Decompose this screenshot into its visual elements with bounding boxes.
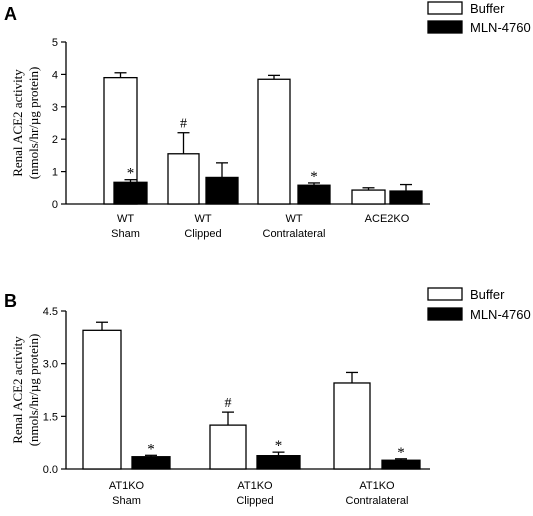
significance-marker: # xyxy=(180,117,187,132)
significance-marker: * xyxy=(147,441,155,457)
bar-mln-4760 xyxy=(297,184,331,205)
y-axis-label: (nmols/hr/µg protein) xyxy=(26,67,41,180)
legend: Buffer MLN-4760 xyxy=(427,287,531,322)
significance-marker: # xyxy=(225,396,232,411)
chart-panel-a: A 0 1 2 3 4 5 Renal ACE2 activity (nmols/hr/µg p… xyxy=(4,1,531,240)
y-tick-label: 3 xyxy=(52,102,58,114)
significance-marker: * xyxy=(275,438,283,454)
legend-label: Buffer xyxy=(470,1,505,16)
bar-mln-4760 xyxy=(205,176,239,205)
y-tick-label: 4.5 xyxy=(43,306,58,318)
legend-swatch-buffer xyxy=(427,1,463,15)
significance-marker: * xyxy=(310,169,318,185)
bar-mln-4760 xyxy=(256,455,301,470)
x-tick-label: ACE2KO xyxy=(365,213,410,225)
x-tick-label: Clipped xyxy=(184,228,221,240)
legend-label: MLN-4760 xyxy=(470,307,531,322)
x-tick-label: Clipped xyxy=(236,495,273,507)
bar-buffer xyxy=(257,78,291,205)
y-tick-label: 0 xyxy=(52,199,58,211)
x-tick-label: Sham xyxy=(112,495,141,507)
y-tick-label: 5 xyxy=(52,37,58,49)
legend: Buffer MLN-4760 xyxy=(427,1,531,35)
chart-panel-b: B 0.0 1.5 3.0 4.5 Renal ACE2 activity (nmols/h… xyxy=(4,287,531,507)
legend-swatch-mln-4760 xyxy=(427,20,463,34)
legend-label: Buffer xyxy=(470,287,505,302)
y-tick-label: 2 xyxy=(52,134,58,146)
bar-buffer xyxy=(209,424,247,470)
x-tick-label: WT xyxy=(194,213,211,225)
bar-mln-4760 xyxy=(381,459,421,470)
bar-buffer xyxy=(167,153,200,205)
x-tick-label: AT1KO xyxy=(109,480,145,492)
bar-mln-4760 xyxy=(389,190,423,205)
bar-mln-4760 xyxy=(131,456,171,470)
x-tick-label: Contralateral xyxy=(346,495,409,507)
legend-swatch-mln-4760 xyxy=(427,307,463,321)
panel-label: A xyxy=(4,4,17,24)
y-axis-label: (nmols/hr/µg protein) xyxy=(26,334,41,447)
significance-marker: * xyxy=(127,166,135,182)
y-tick-label: 1.5 xyxy=(43,411,58,423)
x-tick-label: Contralateral xyxy=(263,228,326,240)
x-tick-label: WT xyxy=(117,213,134,225)
x-tick-label: Sham xyxy=(111,228,140,240)
y-tick-label: 3.0 xyxy=(43,359,58,371)
y-tick-label: 1 xyxy=(52,167,58,179)
y-tick-label: 4 xyxy=(52,69,58,81)
bar-buffer xyxy=(333,382,371,470)
legend-swatch-buffer xyxy=(427,287,463,301)
y-axis-label: Renal ACE2 activity xyxy=(10,69,25,177)
x-tick-label: AT1KO xyxy=(237,480,273,492)
panel-label: B xyxy=(4,291,17,311)
y-tick-label: 0.0 xyxy=(43,464,58,476)
bar-buffer xyxy=(82,329,122,470)
bar-mln-4760 xyxy=(113,181,148,205)
y-axis-label: Renal ACE2 activity xyxy=(10,336,25,444)
significance-marker: * xyxy=(397,445,405,461)
x-tick-label: WT xyxy=(285,213,302,225)
legend-label: MLN-4760 xyxy=(470,20,531,35)
x-tick-label: AT1KO xyxy=(359,480,395,492)
bar-buffer xyxy=(351,189,386,205)
